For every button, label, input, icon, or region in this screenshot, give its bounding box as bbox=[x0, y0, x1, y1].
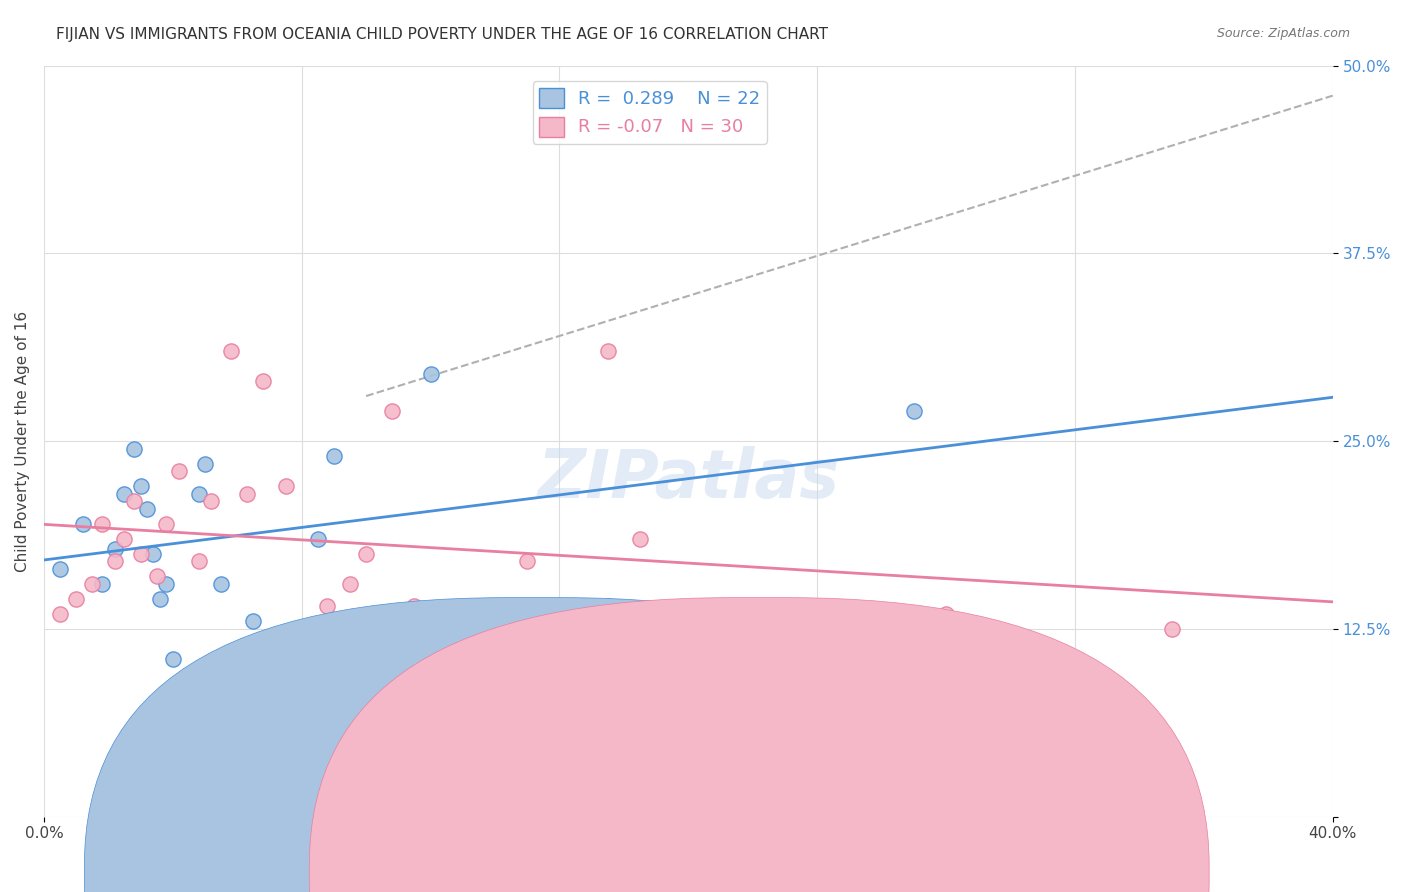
Point bbox=[49, 607, 72, 621]
Point bbox=[122, 442, 145, 456]
Text: Source: ZipAtlas.com: Source: ZipAtlas.com bbox=[1216, 27, 1350, 40]
Point bbox=[72, 516, 94, 531]
Point bbox=[291, 697, 314, 711]
Point bbox=[194, 457, 217, 471]
Point bbox=[516, 554, 538, 568]
Point bbox=[236, 486, 259, 500]
Point bbox=[162, 652, 184, 666]
Point bbox=[628, 532, 651, 546]
Point bbox=[187, 554, 209, 568]
Point bbox=[322, 449, 344, 463]
Point bbox=[187, 486, 209, 500]
Point bbox=[226, 662, 249, 676]
Point bbox=[65, 591, 87, 606]
Point bbox=[725, 599, 748, 614]
Point bbox=[129, 547, 152, 561]
Text: Immigrants from Oceania: Immigrants from Oceania bbox=[717, 859, 914, 874]
Text: FIJIAN VS IMMIGRANTS FROM OCEANIA CHILD POVERTY UNDER THE AGE OF 16 CORRELATION : FIJIAN VS IMMIGRANTS FROM OCEANIA CHILD … bbox=[56, 27, 828, 42]
Point bbox=[155, 576, 177, 591]
Point bbox=[114, 532, 136, 546]
Text: ZIPatlas: ZIPatlas bbox=[537, 446, 839, 512]
Text: Fijians: Fijians bbox=[567, 859, 614, 874]
Point bbox=[935, 607, 957, 621]
Point bbox=[316, 599, 339, 614]
Point bbox=[1160, 622, 1182, 636]
Legend: R =  0.289    N = 22, R = -0.07   N = 30: R = 0.289 N = 22, R = -0.07 N = 30 bbox=[533, 81, 766, 144]
Point bbox=[596, 599, 619, 614]
Point bbox=[381, 404, 404, 418]
Point bbox=[404, 599, 426, 614]
Point bbox=[200, 494, 222, 508]
Point bbox=[596, 343, 619, 358]
Point bbox=[419, 367, 441, 381]
Point bbox=[114, 486, 136, 500]
Point bbox=[339, 576, 361, 591]
Point bbox=[122, 494, 145, 508]
Point bbox=[155, 516, 177, 531]
Point bbox=[104, 542, 127, 557]
Point bbox=[142, 547, 165, 561]
Point bbox=[242, 615, 264, 629]
Point bbox=[219, 343, 242, 358]
Point bbox=[145, 569, 167, 583]
Y-axis label: Child Poverty Under the Age of 16: Child Poverty Under the Age of 16 bbox=[15, 310, 30, 572]
Point bbox=[531, 667, 554, 681]
Point bbox=[136, 501, 159, 516]
Point bbox=[90, 576, 112, 591]
Point bbox=[129, 479, 152, 493]
Point bbox=[104, 554, 127, 568]
Point bbox=[307, 532, 329, 546]
Point bbox=[903, 404, 925, 418]
Point bbox=[149, 591, 172, 606]
Point bbox=[167, 464, 190, 478]
Point bbox=[354, 547, 377, 561]
Point bbox=[49, 562, 72, 576]
Point bbox=[252, 374, 274, 388]
Point bbox=[274, 479, 297, 493]
Point bbox=[209, 576, 232, 591]
Point bbox=[82, 576, 104, 591]
Point bbox=[90, 516, 112, 531]
